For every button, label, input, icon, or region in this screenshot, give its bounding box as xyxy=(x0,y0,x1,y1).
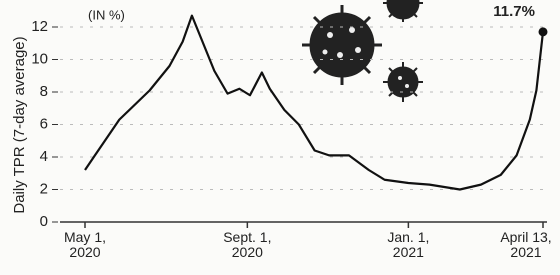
y-tick-label: 8 xyxy=(40,83,48,100)
y-tick-label: 2 xyxy=(40,180,48,197)
x-tick-label: Jan. 1, 2021 xyxy=(376,230,440,260)
virus-illustration xyxy=(302,0,423,102)
y-axis-label: Daily TPR (7-day average) xyxy=(11,36,28,213)
value-label: 11.7% xyxy=(493,3,535,20)
annotation: (IN %) xyxy=(88,7,125,22)
y-tick-label: 12 xyxy=(31,18,48,35)
end-dot xyxy=(539,27,548,36)
virus-spikes xyxy=(302,5,382,85)
x-tick-label: Sept. 1, 2020 xyxy=(215,230,279,260)
x-tick-label: May 1, 2020 xyxy=(53,230,117,260)
y-tick-label: 10 xyxy=(31,50,48,67)
y-tick-label: 6 xyxy=(40,115,48,132)
chart: (IN %) Daily TPR (7-day average) 0 2 4 6 8 10… xyxy=(0,0,560,275)
x-tick-label: April 13, 2021 xyxy=(494,230,558,260)
y-tick-label: 0 xyxy=(40,213,48,230)
y-tick-label: 4 xyxy=(40,148,48,165)
